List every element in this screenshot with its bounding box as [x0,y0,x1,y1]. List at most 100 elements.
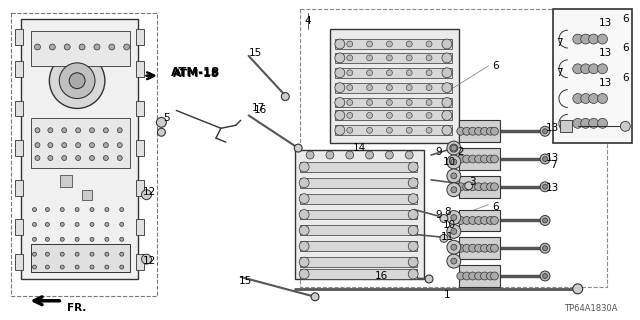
Circle shape [64,44,70,50]
Circle shape [60,222,64,227]
Text: 13: 13 [599,78,612,88]
Circle shape [75,237,79,241]
Text: 13: 13 [599,18,612,28]
Circle shape [573,93,582,103]
Circle shape [35,143,40,148]
Circle shape [481,244,488,252]
Circle shape [481,127,488,135]
Circle shape [486,127,495,135]
Bar [300,269,417,279]
Circle shape [486,272,495,280]
Circle shape [490,127,499,135]
Text: 7: 7 [550,160,556,170]
Bar [335,68,452,78]
Circle shape [48,143,53,148]
Circle shape [475,272,483,280]
Circle shape [463,217,470,224]
Text: 15: 15 [239,276,252,286]
Circle shape [367,70,372,76]
Circle shape [598,64,607,74]
Circle shape [94,44,100,50]
Circle shape [408,257,418,267]
Circle shape [33,237,36,241]
Circle shape [598,34,607,44]
Bar [136,254,143,270]
Circle shape [35,128,40,133]
Circle shape [447,183,461,197]
Circle shape [60,208,64,212]
Circle shape [451,173,457,179]
Circle shape [490,272,499,280]
Circle shape [440,234,448,242]
Circle shape [347,41,353,47]
Circle shape [346,151,354,159]
Circle shape [442,68,452,78]
Circle shape [387,70,392,76]
Text: 7: 7 [557,68,563,78]
Circle shape [468,155,477,163]
Circle shape [465,182,473,190]
Circle shape [120,237,124,241]
Circle shape [105,265,109,269]
Circle shape [425,275,433,283]
Circle shape [326,151,334,159]
Bar [560,120,572,132]
Bar [15,140,22,156]
Circle shape [299,178,309,188]
Circle shape [451,244,457,250]
Circle shape [573,118,582,128]
Text: 16: 16 [375,271,388,281]
Text: 11: 11 [441,232,454,242]
Bar [31,118,130,168]
Circle shape [45,237,49,241]
Circle shape [335,98,345,108]
Circle shape [347,112,353,118]
Text: 6: 6 [492,61,499,71]
Circle shape [157,128,165,136]
Bar [60,175,72,187]
Text: 13: 13 [599,48,612,58]
Bar [15,29,22,45]
Text: 12: 12 [143,256,156,266]
Circle shape [543,218,547,223]
Circle shape [124,44,130,50]
Circle shape [299,257,309,267]
Circle shape [490,155,499,163]
Circle shape [387,55,392,61]
Text: 6: 6 [622,14,628,24]
Circle shape [299,241,309,251]
Bar [31,244,130,272]
Circle shape [48,156,53,161]
Circle shape [468,127,477,135]
Circle shape [347,127,353,133]
Circle shape [408,194,418,204]
Text: 13: 13 [545,123,559,133]
Circle shape [447,224,461,238]
Circle shape [299,225,309,235]
Text: ATM-18: ATM-18 [172,66,221,79]
Circle shape [580,93,591,103]
Circle shape [408,162,418,172]
Text: 12: 12 [143,187,156,197]
Circle shape [573,64,582,74]
Bar [136,180,143,196]
Circle shape [105,252,109,256]
Circle shape [543,156,547,162]
Bar [335,98,452,108]
Bar [300,210,417,220]
Circle shape [475,155,483,163]
Circle shape [299,210,309,220]
Circle shape [481,217,488,224]
Circle shape [486,244,495,252]
Circle shape [141,254,152,264]
Circle shape [347,70,353,76]
Circle shape [426,55,432,61]
Circle shape [580,64,591,74]
Circle shape [580,34,591,44]
Circle shape [33,265,36,269]
Text: 6: 6 [492,202,499,212]
Bar [459,176,500,198]
Circle shape [90,237,94,241]
Circle shape [451,145,457,151]
Circle shape [299,162,309,172]
